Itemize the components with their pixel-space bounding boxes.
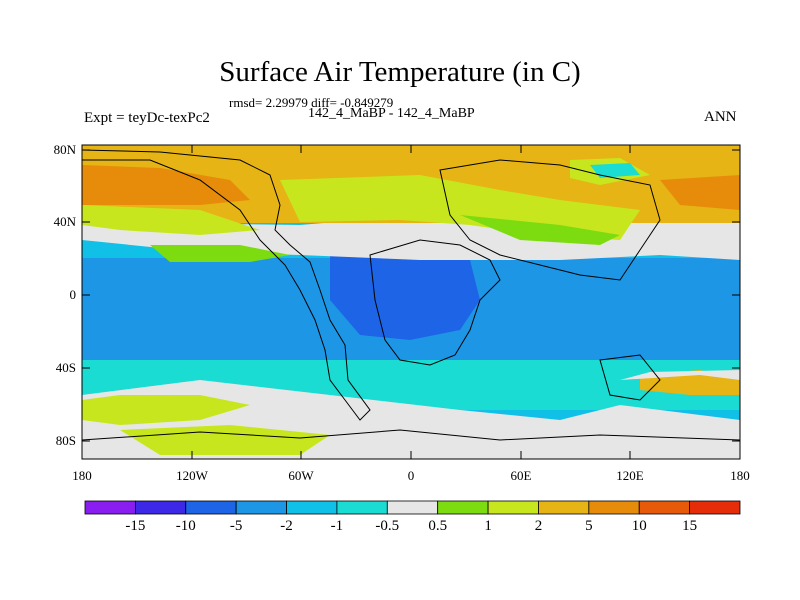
colorbar-swatch: [689, 500, 741, 515]
colorbar-swatch: [286, 500, 338, 515]
field-pacific-green: [150, 245, 290, 262]
x-tick-label: 60E: [510, 468, 532, 483]
y-tick-label: 0: [69, 287, 77, 302]
stats-line: rmsd= 2.29979 diff= -0.849279: [229, 95, 394, 110]
colorbar-swatch: [235, 500, 287, 515]
colorbar-swatch: [336, 500, 388, 515]
x-tick-label: 180: [730, 468, 750, 483]
colorbar-swatch: [437, 500, 489, 515]
colorbar-label: 2: [534, 518, 543, 534]
x-tick-label: 60W: [288, 468, 314, 483]
field-deep-blue: [330, 240, 480, 340]
colorbar-swatch: [386, 500, 439, 515]
season-label: ANN: [704, 109, 737, 125]
coastlines: [81, 149, 741, 441]
field-antarctic-yellow: [82, 395, 250, 425]
y-tick-label: 80S: [55, 433, 76, 448]
x-tick-label: 120W: [176, 468, 208, 483]
colorbar-swatch: [638, 500, 691, 515]
colorbar-label: -0.5: [375, 518, 400, 534]
x-tick-label: 180: [72, 468, 92, 483]
colorbar-label: -1: [330, 518, 344, 534]
axis-ticks: [81, 145, 741, 459]
y-tick-label: 40S: [55, 360, 76, 375]
x-tick-label: 120E: [616, 468, 644, 483]
field-north-darkorange2: [660, 175, 740, 210]
chart-title: Surface Air Temperature (in C): [219, 56, 581, 88]
field-pacific-yellow: [82, 205, 260, 235]
colorbar-label: 15: [682, 518, 698, 534]
y-tick-label: 80N: [53, 142, 76, 157]
colorbar-swatch: [185, 500, 237, 515]
colorbar-swatch: [588, 500, 640, 515]
x-tick-label: 0: [407, 468, 415, 483]
field-antarctic-yellow2: [120, 425, 330, 455]
colorbar-swatch: [134, 500, 187, 515]
colorbar-swatch: [487, 500, 539, 515]
colorbar-label: 0.5: [428, 518, 448, 534]
field-asia-yellow: [280, 175, 640, 240]
runs-label: 142_4_MaBP - 142_4_MaBP: [308, 106, 475, 121]
colorbar-swatch: [84, 500, 136, 515]
colorbar-label: 5: [585, 518, 593, 534]
colorbar-label: -10: [175, 518, 196, 534]
experiment-label: Expt = teyDc-texPc2: [84, 110, 210, 126]
colorbar-label: 10: [631, 518, 647, 534]
colorbar-label: -5: [229, 518, 243, 534]
field-antarctic-white-e: [620, 370, 740, 380]
colorbar-label: -2: [280, 518, 293, 534]
y-tick-label: 40N: [53, 214, 76, 229]
colorbar-swatch: [538, 500, 590, 515]
field-asia-green: [460, 215, 620, 245]
field-north-darkorange: [82, 165, 250, 205]
colorbar-label: 1: [484, 518, 492, 534]
field-arctic-cyan: [590, 163, 640, 178]
colorbar-label: -15: [125, 518, 146, 534]
